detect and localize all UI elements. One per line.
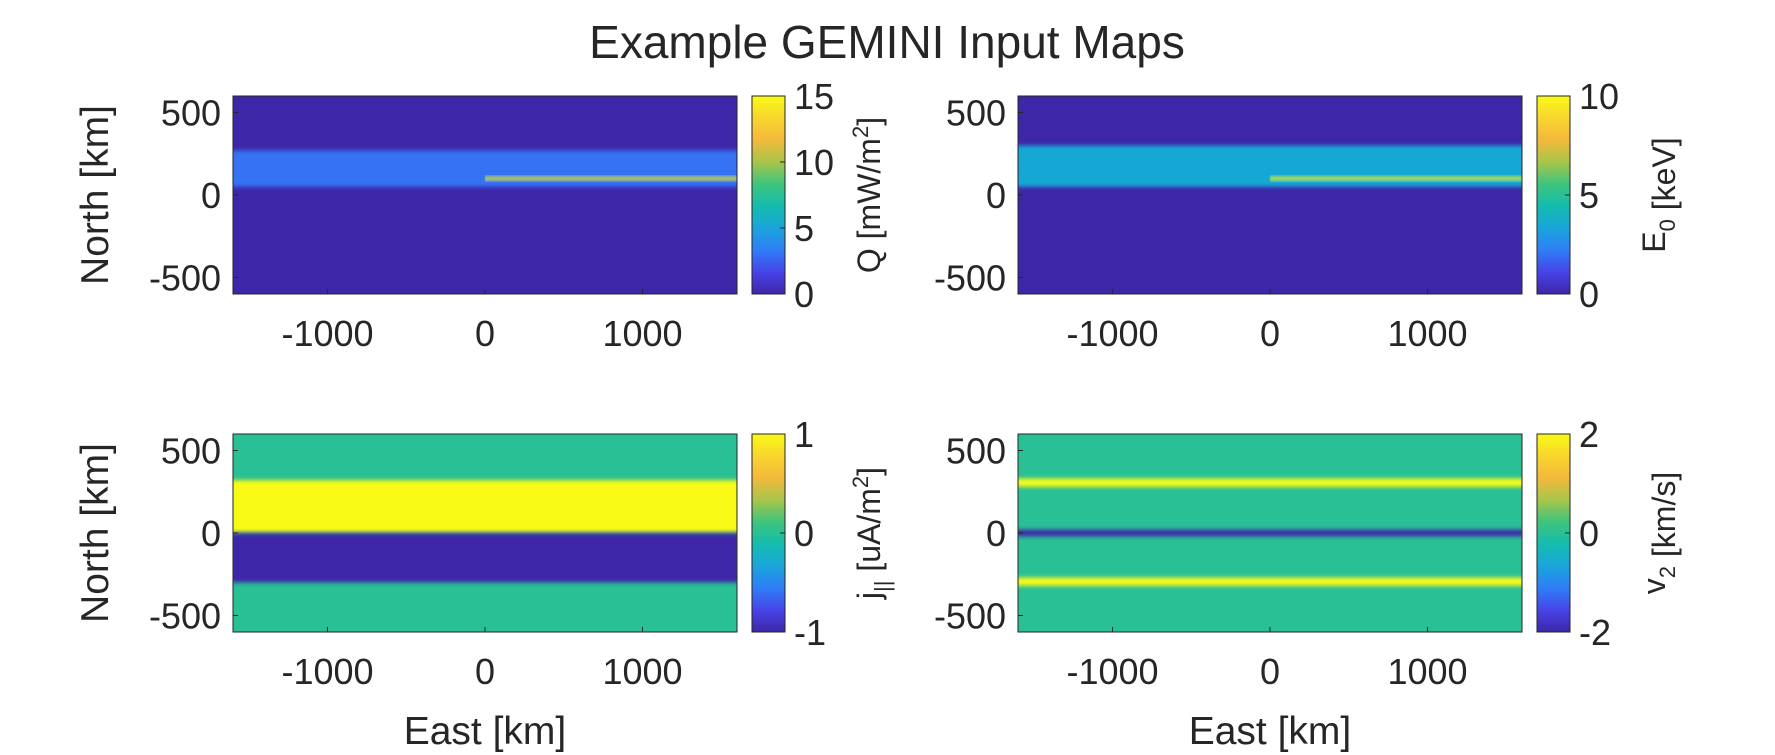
colorbar-label-sub: 0: [1655, 219, 1680, 231]
colorbar-label-end: [km/s]: [1646, 472, 1682, 566]
heatmap-band: [1018, 577, 1522, 586]
colorbar: [751, 433, 786, 633]
x-axis-label: East [km]: [1189, 710, 1352, 753]
colorbar-label-sup: 2: [848, 126, 873, 138]
y-tick-label: 500: [946, 431, 1006, 472]
x-tick-label: 1000: [602, 651, 682, 692]
x-tick-label: 0: [475, 313, 495, 354]
heatmap-area: [1018, 96, 1522, 294]
y-tick-label: 0: [201, 175, 221, 216]
heatmap-band: [485, 176, 737, 181]
heatmap-band: [1018, 529, 1522, 537]
colorbar-tick-label: 5: [794, 208, 814, 249]
figure-title: Example GEMINI Input Maps: [589, 16, 1185, 68]
colorbar-tick-label: 0: [1579, 274, 1599, 315]
x-tick-label: 0: [475, 651, 495, 692]
colorbar-tick-label: 0: [1579, 513, 1599, 554]
colorbar-tick-label: 0: [794, 513, 814, 554]
colorbar-label-end: ]: [851, 467, 887, 476]
x-tick-label: 0: [1260, 651, 1280, 692]
heatmap-area: [1018, 434, 1522, 632]
y-tick-label: 500: [161, 431, 221, 472]
y-tick-label: 0: [986, 513, 1006, 554]
colorbar-label-sub-end: [uA/m: [851, 488, 887, 580]
y-tick-label: 500: [946, 93, 1006, 134]
colorbar-label: j|| [uA/m2]: [848, 467, 895, 600]
heatmap-band: [233, 150, 737, 187]
colorbar: [1536, 95, 1571, 295]
x-tick-label: -1000: [1066, 313, 1158, 354]
colorbar-label-sup: 2: [848, 476, 873, 488]
colorbar-tick-label: -2: [1579, 612, 1611, 653]
y-tick-label: -500: [934, 596, 1006, 637]
x-tick-label: 1000: [1387, 313, 1467, 354]
y-axis-label: North [km]: [74, 105, 117, 285]
y-tick-label: 500: [161, 93, 221, 134]
colorbar-label-sub: 2: [1655, 566, 1680, 578]
heatmap-band: [1270, 176, 1522, 181]
colorbar: [1536, 433, 1571, 633]
colorbar-label-main: j: [851, 592, 887, 600]
x-tick-label: 1000: [602, 313, 682, 354]
y-tick-label: 0: [986, 175, 1006, 216]
x-tick-label: 1000: [1387, 651, 1467, 692]
colorbar-label-main: Q [mW/m: [851, 138, 887, 273]
x-tick-label: -1000: [281, 651, 373, 692]
heatmap-band: [233, 533, 737, 583]
x-tick-label: 0: [1260, 313, 1280, 354]
y-tick-label: -500: [149, 596, 221, 637]
y-axis-label: North [km]: [74, 443, 117, 623]
heatmap-band: [1018, 478, 1522, 487]
colorbar-tick-label: 0: [794, 274, 814, 315]
colorbar-label-main: v: [1636, 578, 1672, 594]
colorbar-tick-label: 10: [1579, 76, 1619, 117]
panel-top-left: -1000 0 1000 500 0 -500 North [km] 0 5 10 15 Q [mW/…: [74, 76, 887, 354]
colorbar: [751, 95, 786, 295]
colorbar-tick-label: 2: [1579, 414, 1599, 455]
y-tick-label: -500: [934, 258, 1006, 299]
colorbar-label: Q [mW/m2]: [848, 117, 887, 273]
colorbar-tick-label: 15: [794, 76, 834, 117]
colorbar-label-end: ]: [851, 117, 887, 126]
colorbar-tick-label: 1: [794, 414, 814, 455]
y-tick-label: -500: [149, 258, 221, 299]
x-axis-label: East [km]: [404, 710, 567, 753]
colorbar-tick-label: -1: [794, 612, 826, 653]
panel-bottom-left: -1000 0 1000 500 0 -500 North [km] East [km] -1 0…: [74, 414, 895, 753]
colorbar-label-sub: ||: [870, 581, 895, 592]
colorbar-label: E0 [keV]: [1636, 137, 1682, 252]
x-tick-label: -1000: [281, 313, 373, 354]
colorbar-label-main: E: [1636, 231, 1672, 252]
y-tick-label: 0: [201, 513, 221, 554]
heatmap-background: [233, 96, 737, 294]
x-tick-label: -1000: [1066, 651, 1158, 692]
colorbar-label: v2 [km/s]: [1636, 472, 1682, 594]
heatmap-band: [233, 480, 737, 533]
colorbar-label-end: [keV]: [1646, 137, 1682, 219]
heatmap-band: [1018, 145, 1522, 187]
colorbar-tick-label: 10: [794, 142, 834, 183]
heatmap-area: [233, 96, 737, 294]
heatmap-background: [1018, 96, 1522, 294]
colorbar-tick-label: 5: [1579, 175, 1599, 216]
heatmap-area: [233, 434, 737, 632]
